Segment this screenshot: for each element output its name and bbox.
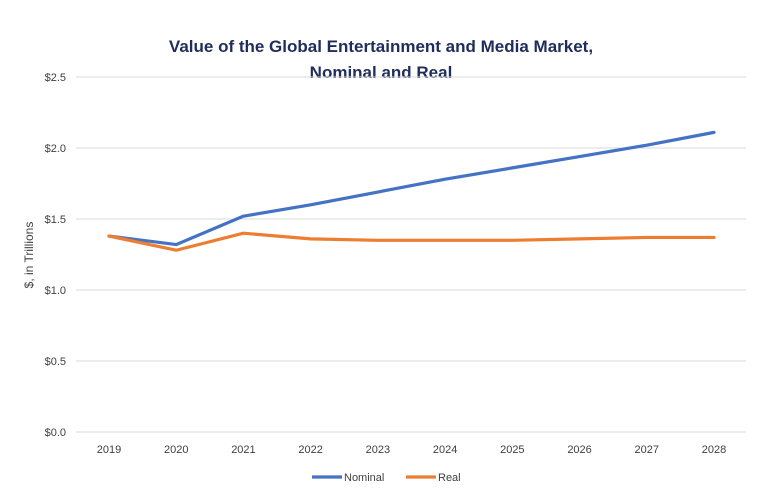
- y-axis-label: $, in Trillions: [22, 222, 36, 289]
- x-tick-label: 2028: [702, 444, 726, 456]
- chart-title-line1: Value of the Global Entertainment and Me…: [169, 37, 593, 56]
- y-tick-label: $1.0: [45, 285, 66, 297]
- series-line-real: [107, 231, 716, 252]
- x-tick-label: 2025: [500, 444, 524, 456]
- x-tick-label: 2020: [164, 444, 188, 456]
- x-tick-label: 2027: [635, 444, 659, 456]
- x-tick-label: 2024: [433, 444, 457, 456]
- x-tick-label: 2026: [567, 444, 591, 456]
- y-tick-label: $1.5: [45, 214, 66, 226]
- y-tick-label: $0.0: [45, 427, 66, 439]
- y-tick-label: $2.5: [45, 72, 66, 84]
- chart-title-line2: Nominal and Real: [310, 63, 453, 82]
- legend-label-real: Real: [438, 472, 461, 484]
- legend-label-nominal: Nominal: [344, 472, 384, 484]
- x-tick-label: 2019: [97, 444, 121, 456]
- x-tick-label: 2021: [231, 444, 255, 456]
- y-tick-label: $2.0: [45, 143, 66, 155]
- y-tick-label: $0.5: [45, 356, 66, 368]
- series-line-nominal: [107, 130, 716, 247]
- x-tick-label: 2023: [366, 444, 390, 456]
- x-tick-label: 2022: [298, 444, 322, 456]
